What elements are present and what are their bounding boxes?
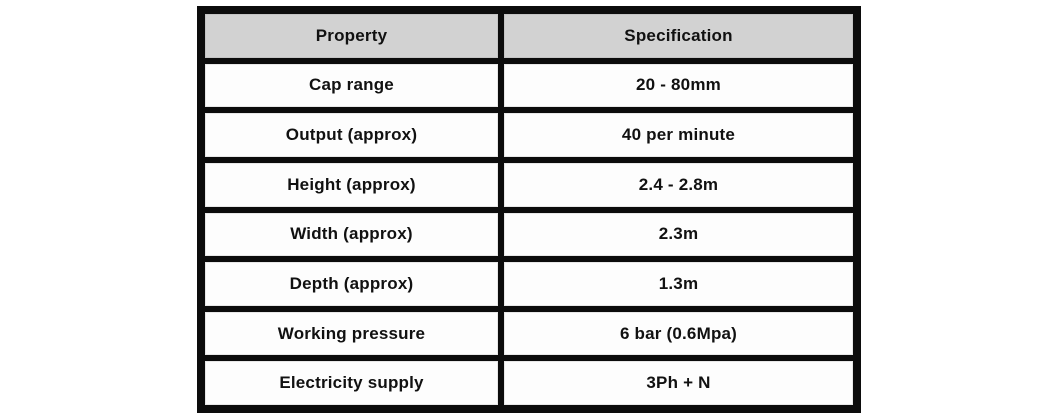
row-width-specification: 2.3m [504,212,853,257]
row-width-property: Width (approx) [205,212,498,257]
row-electricity-supply-property: Electricity supply [205,361,498,405]
row-working-pressure-property: Working pressure [205,311,498,356]
column-header-specification: Specification [504,14,853,58]
row-output-property: Output (approx) [205,113,498,157]
column-header-property: Property [205,14,498,58]
row-depth-property: Depth (approx) [205,262,498,306]
row-height-specification: 2.4 - 2.8m [504,162,853,207]
row-height-property: Height (approx) [205,162,498,207]
row-cap-range-property: Cap range [205,63,498,108]
row-working-pressure-specification: 6 bar (0.6Mpa) [504,311,853,356]
row-output-specification: 40 per minute [504,113,853,157]
row-cap-range-specification: 20 - 80mm [504,63,853,108]
specification-table: Property Specification Cap range 20 - 80… [197,6,861,413]
row-depth-specification: 1.3m [504,262,853,306]
row-electricity-supply-specification: 3Ph + N [504,361,853,405]
